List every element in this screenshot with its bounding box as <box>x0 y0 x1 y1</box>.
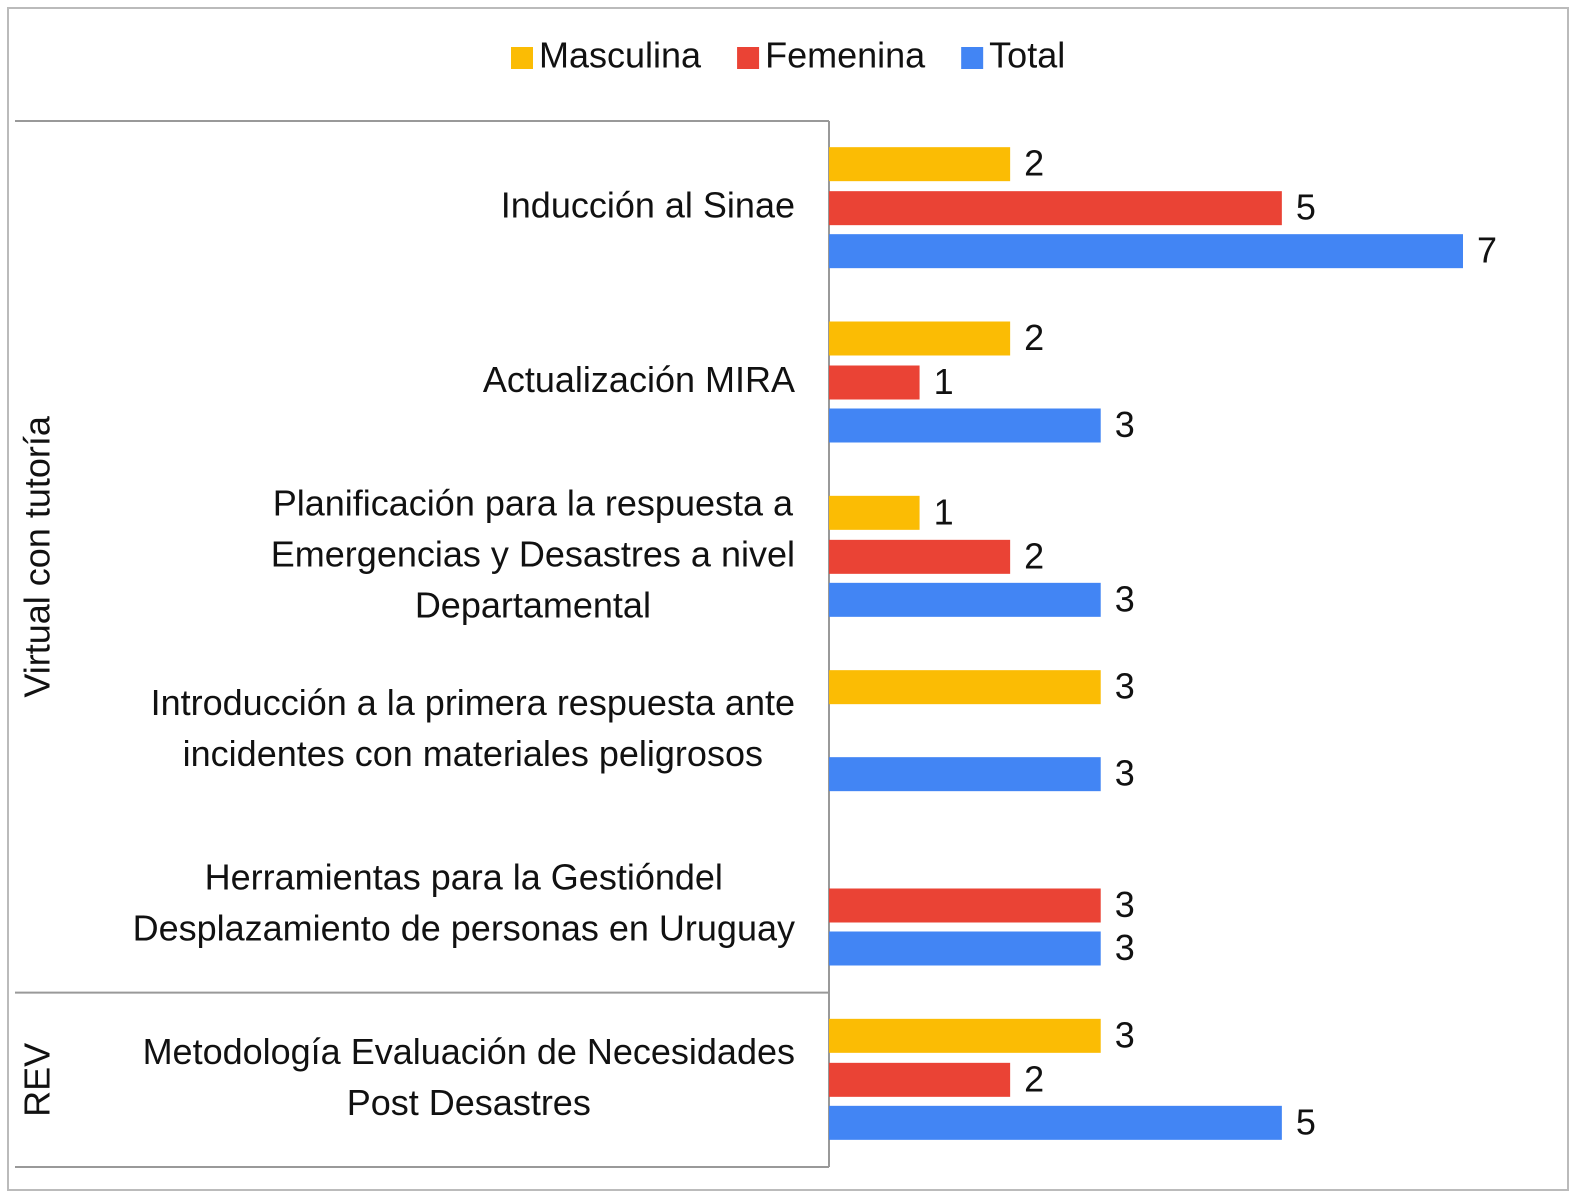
data-label: 2 <box>1024 317 1044 358</box>
data-label: 2 <box>1024 1058 1044 1099</box>
bar <box>829 1105 1282 1140</box>
bar <box>829 931 1101 966</box>
category-label: Desplazamiento de personas en Uruguay <box>133 908 795 949</box>
bar <box>829 582 1101 617</box>
category-label: Metodología Evaluación de Necesidades <box>143 1031 795 1072</box>
bar <box>829 670 1101 705</box>
data-label: 1 <box>934 491 954 532</box>
bar <box>829 234 1463 269</box>
group-label: Virtual con tutoría <box>17 415 58 697</box>
bar <box>829 365 920 400</box>
data-label: 3 <box>1115 404 1135 445</box>
legend-swatch <box>961 47 984 69</box>
bar <box>829 147 1011 182</box>
category-label: Actualización MIRA <box>483 359 795 400</box>
data-label: 5 <box>1296 187 1316 228</box>
data-label: 3 <box>1115 1014 1135 1055</box>
category-label: Emergencias y Desastres a nivel <box>271 533 795 574</box>
category-label: Planificación para la respuesta a <box>273 482 794 523</box>
category-label: Herramientas para la Gestióndel <box>205 857 723 898</box>
data-label: 7 <box>1477 230 1497 271</box>
data-label: 3 <box>1115 884 1135 925</box>
bar <box>829 539 1011 574</box>
data-label: 1 <box>934 361 954 402</box>
data-label: 2 <box>1024 143 1044 184</box>
legend-label: Femenina <box>765 35 926 76</box>
legend-swatch <box>511 47 533 69</box>
legend-label: Masculina <box>539 35 702 76</box>
data-label: 3 <box>1115 927 1135 968</box>
category-label: incidentes con materiales peligrosos <box>183 733 763 774</box>
category-label: Departamental <box>415 584 651 625</box>
bar <box>829 1062 1011 1097</box>
category-label: Introducción a la primera respuesta ante <box>151 682 795 723</box>
bar <box>829 757 1101 792</box>
data-label: 5 <box>1296 1101 1316 1142</box>
bar <box>829 321 1011 356</box>
bar <box>829 888 1101 923</box>
category-label: Inducción al Sinae <box>501 185 795 226</box>
bar <box>829 1018 1101 1053</box>
data-label: 3 <box>1115 578 1135 619</box>
bar <box>829 191 1282 226</box>
bar <box>829 408 1101 443</box>
bar <box>829 495 920 530</box>
data-label: 3 <box>1115 666 1135 707</box>
group-label: REV <box>17 1043 58 1117</box>
category-label: Post Desastres <box>347 1082 591 1123</box>
legend-label: Total <box>989 35 1065 76</box>
legend-swatch <box>737 47 760 69</box>
data-label: 3 <box>1115 753 1135 794</box>
data-label: 2 <box>1024 535 1044 576</box>
